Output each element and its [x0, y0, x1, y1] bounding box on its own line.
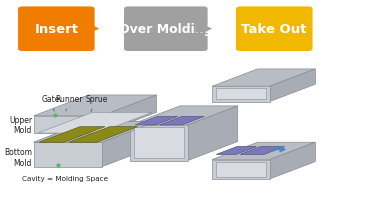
- FancyBboxPatch shape: [124, 7, 208, 52]
- Polygon shape: [82, 25, 99, 34]
- Text: Over Molding: Over Molding: [119, 23, 212, 36]
- Polygon shape: [135, 117, 178, 125]
- Polygon shape: [135, 117, 178, 125]
- Polygon shape: [270, 70, 315, 102]
- Polygon shape: [212, 160, 270, 179]
- Polygon shape: [212, 70, 315, 87]
- Polygon shape: [212, 87, 270, 102]
- Text: Upper
Mold: Upper Mold: [9, 115, 32, 134]
- Text: Gate: Gate: [42, 95, 61, 111]
- Polygon shape: [39, 127, 105, 143]
- Polygon shape: [270, 143, 315, 179]
- Polygon shape: [130, 106, 238, 125]
- Polygon shape: [240, 147, 284, 155]
- Polygon shape: [102, 122, 157, 167]
- Polygon shape: [160, 117, 204, 125]
- Polygon shape: [160, 117, 204, 125]
- Polygon shape: [188, 106, 238, 161]
- Text: Runner: Runner: [55, 95, 82, 111]
- Polygon shape: [34, 122, 157, 143]
- Polygon shape: [216, 147, 256, 155]
- Polygon shape: [69, 127, 138, 143]
- Polygon shape: [34, 95, 157, 116]
- Polygon shape: [34, 122, 157, 143]
- Polygon shape: [134, 127, 184, 159]
- Polygon shape: [34, 116, 102, 133]
- Polygon shape: [212, 143, 315, 160]
- Polygon shape: [38, 113, 152, 133]
- Text: Insert: Insert: [34, 23, 78, 36]
- Polygon shape: [216, 147, 256, 155]
- Polygon shape: [34, 143, 102, 167]
- Polygon shape: [130, 125, 188, 161]
- FancyBboxPatch shape: [236, 7, 312, 52]
- Polygon shape: [216, 162, 266, 177]
- Text: Bottom
Mold: Bottom Mold: [4, 147, 32, 167]
- Polygon shape: [102, 95, 157, 133]
- Text: Sprue: Sprue: [85, 95, 108, 112]
- Text: Take Out: Take Out: [242, 23, 307, 36]
- FancyBboxPatch shape: [18, 7, 95, 52]
- Polygon shape: [195, 26, 212, 33]
- Polygon shape: [240, 147, 284, 155]
- Polygon shape: [216, 89, 266, 100]
- Text: Cavity = Molding Space: Cavity = Molding Space: [22, 175, 108, 181]
